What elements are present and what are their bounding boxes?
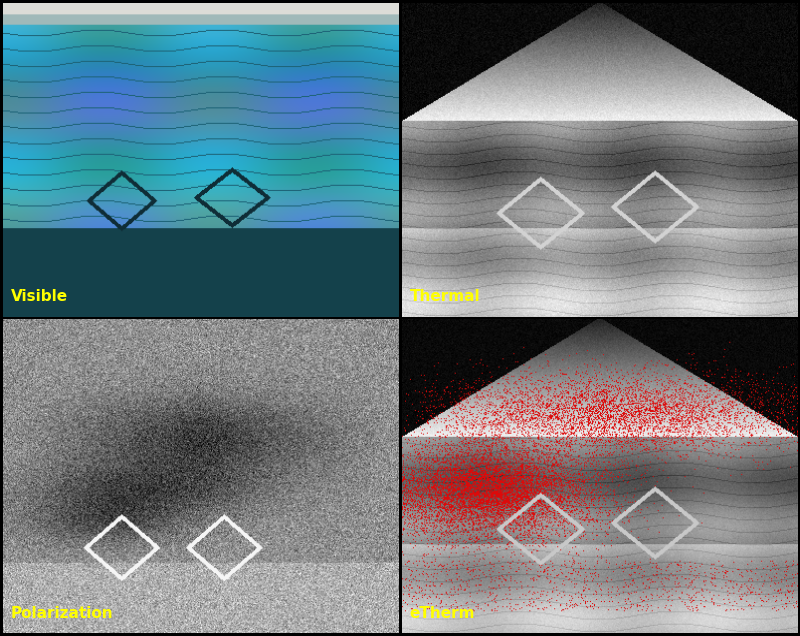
Text: Polarization: Polarization	[11, 606, 114, 621]
Text: eTherm: eTherm	[410, 606, 475, 621]
Text: Visible: Visible	[11, 289, 68, 304]
Text: Thermal: Thermal	[410, 289, 480, 304]
